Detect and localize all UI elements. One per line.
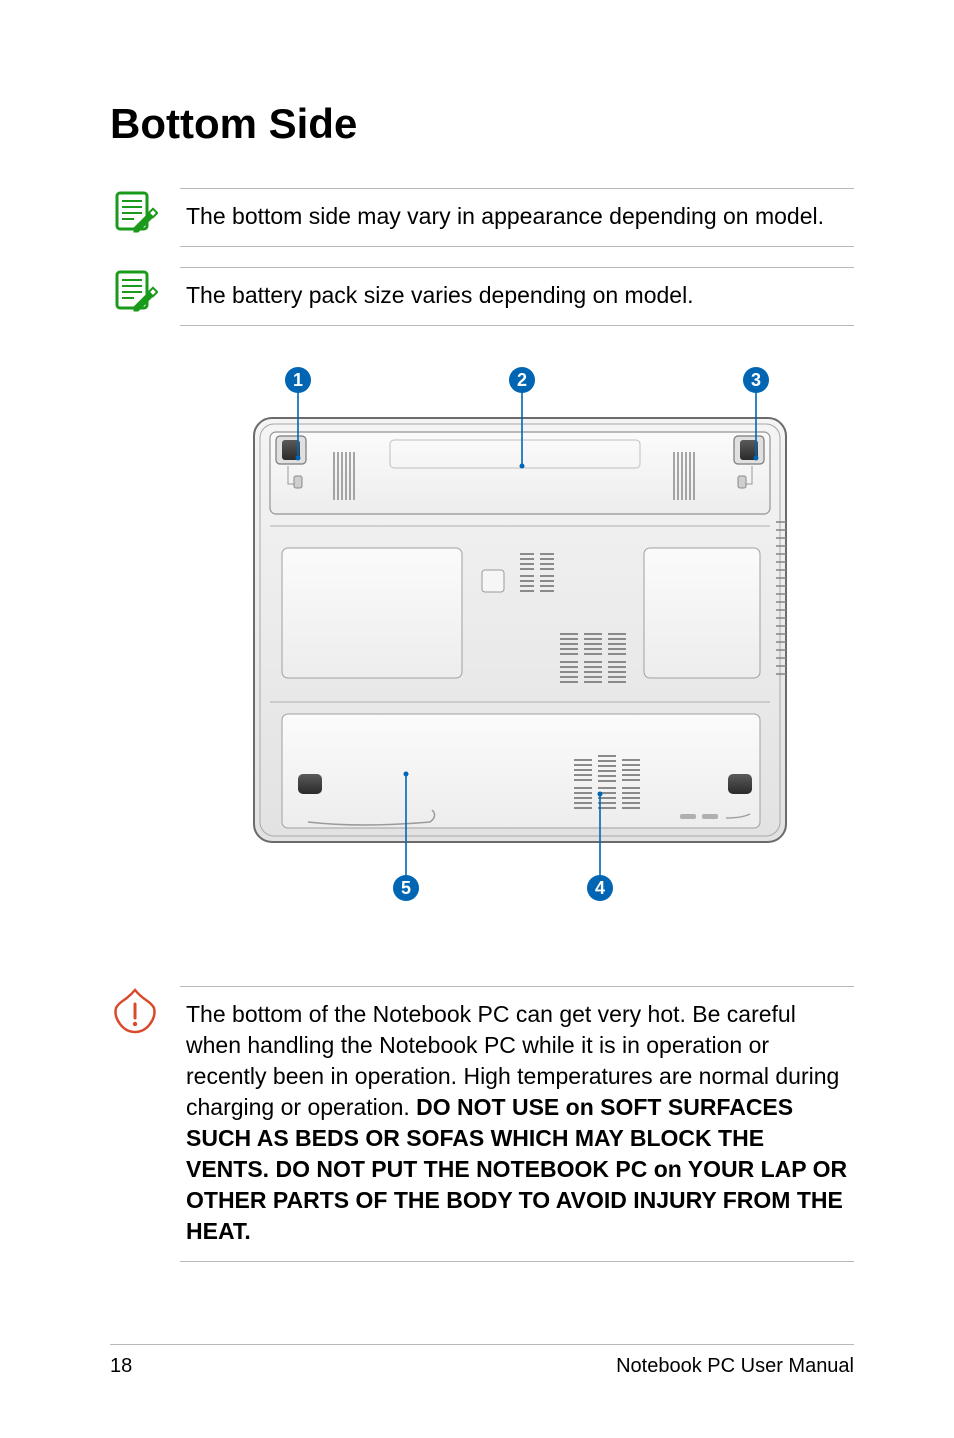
- svg-text:2: 2: [517, 370, 527, 390]
- note-row: The battery pack size varies depending o…: [110, 267, 854, 326]
- svg-text:5: 5: [401, 878, 411, 898]
- bottom-diagram: 1 2 3 4 5: [190, 366, 814, 926]
- note-row: The bottom side may vary in appearance d…: [110, 188, 854, 247]
- warning-icon: [110, 986, 160, 1036]
- doc-title: Notebook PC User Manual: [616, 1355, 854, 1378]
- note-icon: [110, 188, 158, 236]
- svg-text:3: 3: [751, 370, 761, 390]
- svg-text:4: 4: [595, 878, 605, 898]
- note-icon: [110, 267, 158, 315]
- note-text: The bottom side may vary in appearance d…: [180, 188, 854, 247]
- warning-text: The bottom of the Notebook PC can get ve…: [180, 986, 854, 1262]
- page-number: 18: [110, 1355, 132, 1378]
- warning-row: The bottom of the Notebook PC can get ve…: [110, 986, 854, 1262]
- svg-text:1: 1: [293, 370, 303, 390]
- page-title: Bottom Side: [110, 100, 854, 148]
- note-text: The battery pack size varies depending o…: [180, 267, 854, 326]
